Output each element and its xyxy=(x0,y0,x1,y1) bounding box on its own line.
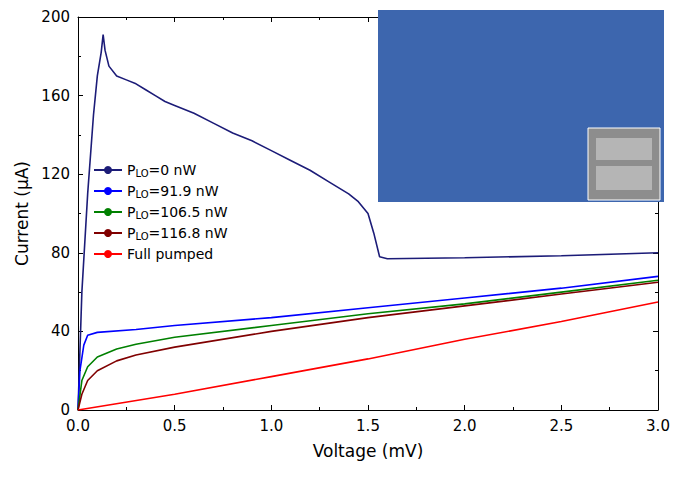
svg-text:=0 nW: =0 nW xyxy=(149,162,197,178)
svg-text:2.5: 2.5 xyxy=(549,417,573,435)
svg-text:3.0: 3.0 xyxy=(646,417,670,435)
svg-text:=106.5 nW: =106.5 nW xyxy=(149,204,228,220)
svg-text:=116.8 nW: =116.8 nW xyxy=(149,225,228,241)
svg-text:P: P xyxy=(127,183,135,199)
svg-text:P: P xyxy=(127,162,135,178)
svg-text:40: 40 xyxy=(51,322,70,340)
svg-text:0.0: 0.0 xyxy=(66,417,90,435)
svg-text:1.0: 1.0 xyxy=(259,417,283,435)
svg-text:0: 0 xyxy=(60,401,70,419)
svg-text:1.5: 1.5 xyxy=(356,417,380,435)
svg-text:160: 160 xyxy=(41,87,70,105)
svg-text:LO: LO xyxy=(135,168,148,179)
svg-text:P: P xyxy=(127,225,135,241)
svg-text:80: 80 xyxy=(51,244,70,262)
svg-text:Current (μA): Current (μA) xyxy=(12,161,32,266)
svg-text:LO: LO xyxy=(135,189,148,200)
svg-text:2.0: 2.0 xyxy=(453,417,477,435)
svg-text:0.5: 0.5 xyxy=(163,417,187,435)
svg-text:LO: LO xyxy=(135,231,148,242)
svg-text:120: 120 xyxy=(41,165,70,183)
svg-text:Full pumped: Full pumped xyxy=(127,246,213,262)
svg-text:200: 200 xyxy=(41,8,70,26)
svg-text:P: P xyxy=(127,204,135,220)
svg-text:LO: LO xyxy=(135,210,148,221)
svg-text:Voltage (mV): Voltage (mV) xyxy=(313,441,424,461)
svg-text:=91.9 nW: =91.9 nW xyxy=(149,183,219,199)
